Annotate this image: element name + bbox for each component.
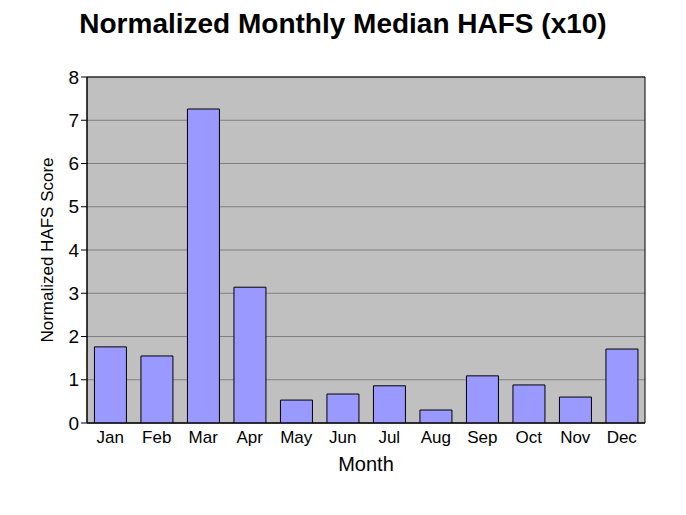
svg-text:2: 2 — [68, 326, 79, 347]
svg-text:Nov: Nov — [560, 428, 591, 447]
svg-text:6: 6 — [68, 153, 79, 174]
svg-text:Jun: Jun — [329, 428, 356, 447]
svg-text:4: 4 — [68, 240, 79, 261]
svg-text:Oct: Oct — [516, 428, 543, 447]
svg-text:Mar: Mar — [189, 428, 219, 447]
svg-text:Apr: Apr — [237, 428, 264, 447]
svg-text:Feb: Feb — [142, 428, 171, 447]
html-text:Normalized HAFS Score: Normalized HAFS Score — [38, 157, 57, 343]
svg-text:1: 1 — [68, 369, 79, 390]
svg-text:8: 8 — [68, 67, 79, 88]
svg-text:5: 5 — [68, 196, 79, 217]
svg-text:7: 7 — [68, 110, 79, 131]
svg-text:Sep: Sep — [467, 428, 497, 447]
html-text:Normalized Monthly Median HAFS: Normalized Monthly Median HAFS (x10) — [79, 8, 607, 39]
svg-text:Jul: Jul — [378, 428, 400, 447]
svg-text:May: May — [280, 428, 313, 447]
svg-text:0: 0 — [68, 413, 79, 434]
svg-text:Jan: Jan — [97, 428, 124, 447]
svg-text:Dec: Dec — [607, 428, 638, 447]
svg-text:3: 3 — [68, 283, 79, 304]
svg-text:Aug: Aug — [421, 428, 451, 447]
html-text:Month: Month — [338, 453, 394, 475]
